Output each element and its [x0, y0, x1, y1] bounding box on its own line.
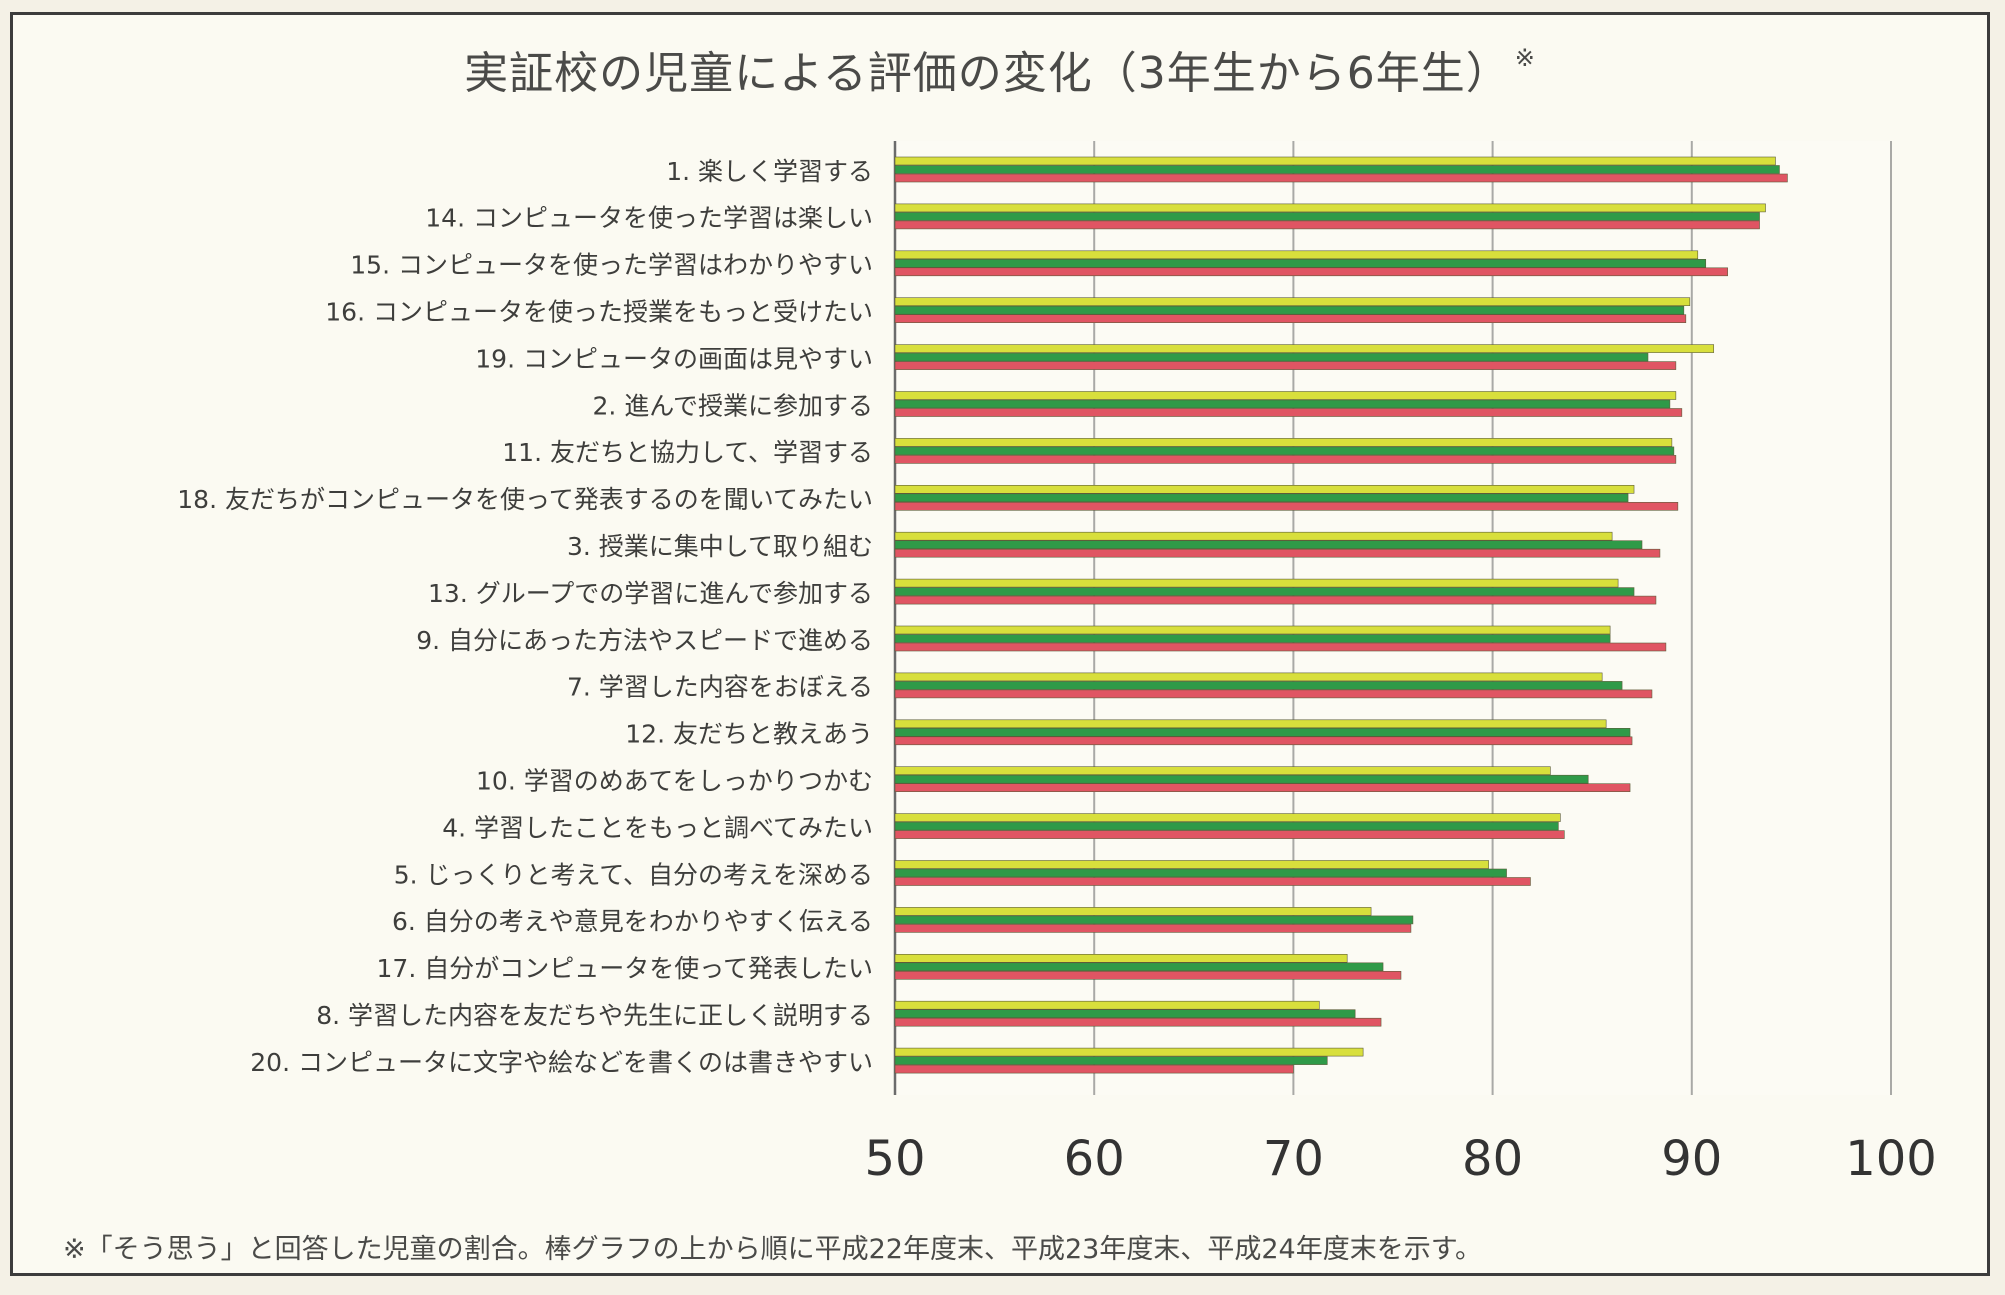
chart-footnote: ※「そう思う」と回答した児童の割合。棒グラフの上から順に平成22年度末、平成23… — [63, 1234, 1482, 1265]
bar — [894, 719, 1607, 729]
bar — [894, 438, 1673, 447]
bar — [894, 361, 1677, 370]
x-tick-label: 50 — [864, 1131, 925, 1187]
bar — [894, 1009, 1356, 1019]
bar — [894, 625, 1611, 635]
bar — [894, 484, 1635, 494]
bar — [894, 156, 1776, 166]
bar — [894, 305, 1685, 315]
bar — [894, 1056, 1328, 1065]
bar — [894, 1064, 1294, 1074]
bar — [894, 391, 1677, 400]
bar — [894, 681, 1623, 690]
bar — [894, 821, 1559, 831]
bar — [894, 1047, 1364, 1057]
bar — [894, 1000, 1320, 1010]
bar — [894, 501, 1679, 511]
bar — [894, 907, 1372, 916]
category-label: 18. 友だちがコンピュータを使って発表するのを聞いてみたい — [177, 485, 873, 514]
category-label: 10. 学習のめあてをしっかりつかむ — [476, 766, 873, 795]
bar — [894, 1017, 1382, 1027]
bar — [894, 813, 1561, 822]
bar — [894, 493, 1629, 503]
bar — [894, 915, 1414, 925]
bar — [894, 212, 1760, 221]
chart-title-text: 実証校の児童による評価の変化（3年生から6年生） — [464, 48, 1511, 99]
category-label: 12. 友だちと教えあう — [625, 720, 873, 749]
x-tick-label: 80 — [1462, 1131, 1523, 1187]
bar — [894, 578, 1619, 588]
bar — [894, 766, 1551, 776]
category-label: 19. コンピュータの画面は見やすい — [475, 344, 873, 373]
bar — [894, 774, 1589, 784]
bar — [894, 165, 1780, 174]
bar — [894, 595, 1657, 605]
bar — [894, 924, 1412, 933]
bar — [894, 314, 1687, 324]
bar — [894, 642, 1667, 652]
bar — [894, 399, 1671, 409]
bar — [894, 446, 1675, 456]
category-label: 13. グループでの学習に進んで参加する — [428, 579, 873, 608]
bar — [894, 173, 1788, 183]
category-label: 9. 自分にあった方法やスピードで進める — [416, 626, 873, 655]
bar — [894, 868, 1507, 878]
category-label: 2. 進んで授業に参加する — [592, 391, 873, 420]
x-tick-label: 100 — [1845, 1131, 1937, 1187]
bar — [894, 877, 1531, 886]
category-label: 6. 自分の考えや意見をわかりやすく伝える — [392, 907, 873, 936]
bar — [894, 962, 1384, 972]
category-label: 5. じっくりと考えて、自分の考えを深める — [394, 860, 873, 889]
category-label: 3. 授業に集中して取り組む — [567, 532, 873, 561]
category-label: 14. コンピュータを使った学習は楽しい — [425, 204, 873, 233]
category-label: 17. 自分がコンピュータを使って発表したい — [377, 954, 873, 983]
category-label: 11. 友だちと協力して、学習する — [502, 438, 873, 467]
plot-area — [895, 141, 1891, 1095]
bar — [894, 540, 1643, 550]
bar — [894, 548, 1661, 558]
bar — [894, 953, 1348, 963]
bar — [894, 250, 1699, 260]
bar — [894, 783, 1631, 793]
bar — [894, 531, 1613, 541]
x-tick-label: 90 — [1661, 1131, 1722, 1187]
bar — [894, 455, 1677, 464]
bar — [894, 830, 1565, 839]
category-label: 7. 学習した内容をおぼえる — [567, 673, 873, 702]
bar-chart: 1. 楽しく学習する 14. コンピュータを使った学習は楽しい 15. コンピュータ… — [177, 141, 1937, 1187]
chart-title-note-mark: ※ — [1514, 44, 1536, 72]
bar — [894, 587, 1635, 596]
category-label: 20. コンピュータに文字や絵などを書くのは書きやすい — [250, 1048, 873, 1077]
bar — [894, 297, 1691, 307]
bar — [894, 408, 1683, 417]
bar — [894, 259, 1707, 268]
category-label: 16. コンピュータを使った授業をもっと受けたい — [325, 297, 873, 326]
bar — [894, 736, 1633, 746]
bar — [894, 203, 1766, 213]
category-label: 1. 楽しく学習する — [666, 157, 873, 186]
bar — [894, 689, 1653, 699]
category-label: 8. 学習した内容を友だちや先生に正しく説明する — [316, 1001, 873, 1030]
bar — [894, 860, 1489, 869]
bar — [894, 634, 1611, 643]
category-label: 15. コンピュータを使った学習はわかりやすい — [350, 251, 873, 280]
chart-frame: 実証校の児童による評価の変化（3年生から6年生） ※ 1. 楽しく学習する 14. … — [10, 12, 1990, 1276]
bar — [894, 352, 1649, 362]
bar — [894, 727, 1631, 737]
bar — [894, 267, 1728, 277]
chart-title: 実証校の児童による評価の変化（3年生から6年生） ※ — [13, 37, 1987, 101]
bar — [894, 672, 1603, 682]
bar — [894, 970, 1402, 980]
category-label: 4. 学習したことをもっと調べてみたい — [442, 813, 873, 842]
bar — [894, 344, 1715, 353]
bar — [894, 220, 1760, 230]
x-tick-label: 70 — [1263, 1131, 1324, 1187]
x-tick-label: 60 — [1064, 1131, 1125, 1187]
